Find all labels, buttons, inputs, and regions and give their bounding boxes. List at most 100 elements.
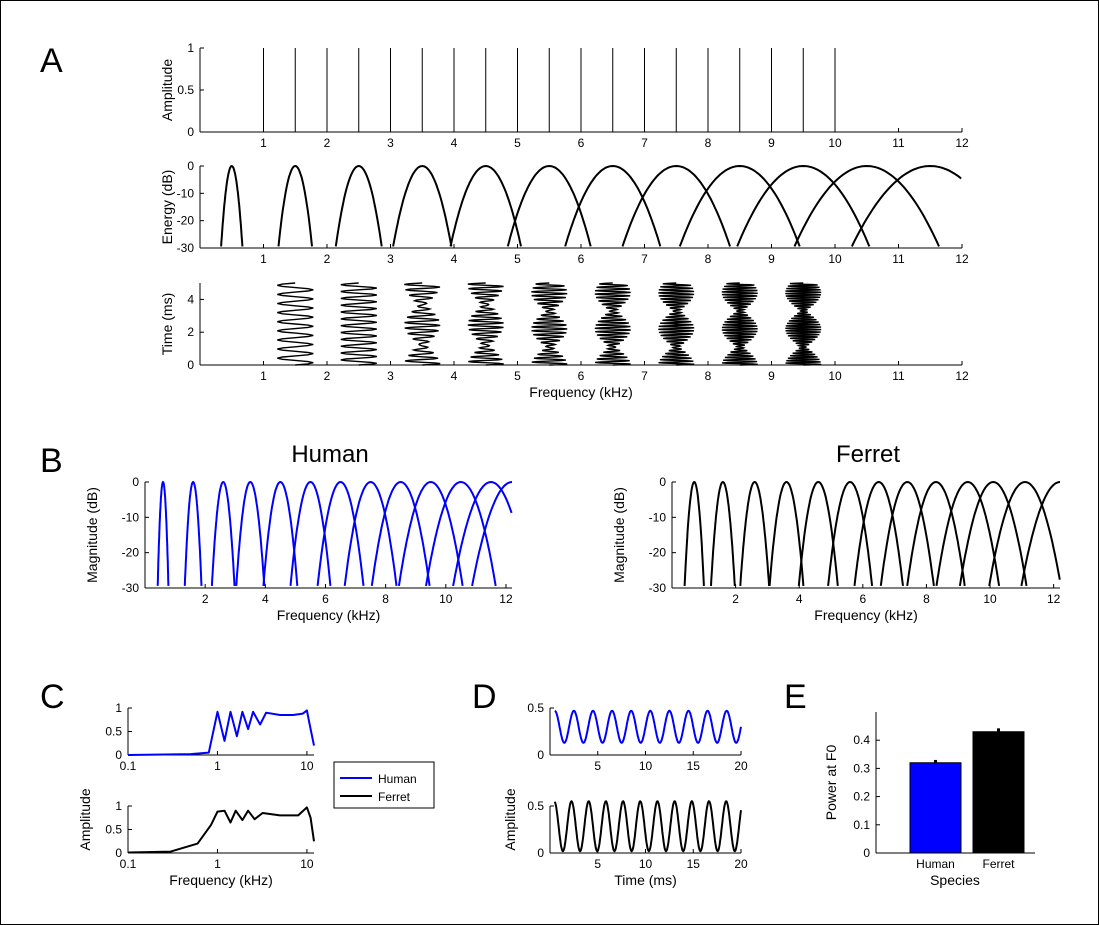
waveform <box>277 282 314 366</box>
E-ytick-label: 0.1 <box>853 818 870 832</box>
A3-xtick-label: 10 <box>828 369 842 383</box>
D-human-ytick-label: 0 <box>537 748 544 762</box>
C-ferret-ylabel: Amplitude <box>77 788 93 850</box>
filter-curve <box>220 164 244 247</box>
B-human-xtick-label: 12 <box>499 592 513 606</box>
A3-xtick-label: 12 <box>955 369 969 383</box>
B-human-ytick-label: -10 <box>122 510 140 524</box>
A1-xtick-label: 3 <box>387 136 394 150</box>
C-ferret-ytick-label: 0 <box>115 846 122 860</box>
filter-curve <box>827 480 874 587</box>
A3-ytick-label: 2 <box>187 325 194 339</box>
filter-curve <box>235 480 266 586</box>
filter-curve <box>277 164 313 247</box>
filter-curve <box>262 480 299 586</box>
A3-xtick-label: 4 <box>451 369 458 383</box>
filter-curve <box>564 164 662 247</box>
D-human-xtick-label: 10 <box>639 759 653 773</box>
A2-ytick-label: -20 <box>177 214 195 228</box>
B-human-ytick-label: -30 <box>122 581 140 595</box>
A3-xtick-label: 9 <box>768 369 775 383</box>
C-ferret-curve <box>127 806 315 854</box>
A2-xtick-label: 2 <box>324 252 331 266</box>
B-ferret-xtick-label: 2 <box>732 592 739 606</box>
B-ferret-ytick-label: -20 <box>649 546 667 560</box>
filter-curve <box>343 480 398 587</box>
filter-curve <box>334 164 383 247</box>
A3-ytick-label: 4 <box>187 292 194 306</box>
B-human-xtick-label: 10 <box>439 592 453 606</box>
A2-xtick-label: 12 <box>955 252 969 266</box>
filter-curve <box>768 480 805 586</box>
waveform <box>340 282 377 366</box>
A2-ytick-label: 0 <box>187 159 194 173</box>
filter-curve <box>853 480 904 587</box>
filter-curve <box>683 480 705 586</box>
filter-curve <box>471 481 513 587</box>
A2-xtick-label: 3 <box>387 252 394 266</box>
A1-xtick-label: 5 <box>514 136 521 150</box>
A3-ylabel: Time (ms) <box>159 293 175 355</box>
A3-xtick-label: 5 <box>514 369 521 383</box>
waveform <box>404 282 441 366</box>
filter-curve <box>879 480 935 587</box>
B-ferret-xtick-label: 6 <box>859 592 866 606</box>
A3-xlabel: Frequency (kHz) <box>529 384 632 400</box>
B-human-ylabel: Magnitude (dB) <box>84 487 100 583</box>
A3-xtick-label: 8 <box>705 369 712 383</box>
C-ferret-xtick-label: 10 <box>300 857 314 871</box>
A3-xtick-label: 3 <box>387 369 394 383</box>
C-ferret-xtick-label: 1 <box>214 857 221 871</box>
A2-ytick-label: -10 <box>177 186 195 200</box>
A1-xtick-label: 10 <box>828 136 842 150</box>
A1-xtick-label: 4 <box>451 136 458 150</box>
D-human-xtick-label: 15 <box>687 759 701 773</box>
A1-ylabel: Amplitude <box>159 59 175 121</box>
B-ferret-ytick-label: 0 <box>659 475 666 489</box>
A2-xtick-label: 9 <box>768 252 775 266</box>
A2-xtick-label: 6 <box>578 252 585 266</box>
C-ferret-xlabel: Frequency (kHz) <box>169 872 272 888</box>
D-ferret-xtick-label: 5 <box>594 857 601 871</box>
filter-curve <box>736 164 871 247</box>
D-ferret-ytick-label: 0.5 <box>527 799 544 813</box>
A3-xtick-label: 2 <box>324 369 331 383</box>
panel-letter-d: D <box>472 678 497 716</box>
B-ferret-title: Ferret <box>836 441 900 468</box>
filter-curve <box>289 480 332 586</box>
E-xlabel: Species <box>930 872 980 888</box>
filter-curve <box>210 480 236 586</box>
B-human-xtick-label: 8 <box>382 592 389 606</box>
filter-curve <box>958 480 1028 587</box>
filter-curve <box>452 480 513 587</box>
bar-human <box>909 762 962 854</box>
D-human-waveform <box>554 709 742 744</box>
A2-xtick-label: 7 <box>641 252 648 266</box>
A3-xtick-label: 11 <box>892 369 905 383</box>
B-human-xtick-label: 6 <box>322 592 329 606</box>
filter-curve <box>506 164 592 247</box>
legend-box <box>333 761 435 809</box>
filter-curve <box>183 480 203 586</box>
filter-curve <box>850 164 962 247</box>
waveform <box>467 282 504 366</box>
waveform <box>721 282 758 366</box>
D-ferret-ylabel: Amplitude <box>502 788 518 850</box>
B-human-xlabel: Frequency (kHz) <box>277 607 380 623</box>
C-human-xtick-label: 0.1 <box>120 759 137 773</box>
B-ferret-ytick-label: -30 <box>649 581 667 595</box>
E-ylabel: Power at F0 <box>823 745 839 821</box>
B-ferret-xtick-label: 8 <box>923 592 930 606</box>
B-ferret-ylabel: Magnitude (dB) <box>611 487 627 583</box>
A1-xtick-label: 11 <box>892 136 905 150</box>
bar-label-human: Human <box>916 857 955 871</box>
panel-letter-a: A <box>40 42 63 80</box>
A2-xtick-label: 11 <box>892 252 905 266</box>
panel-letter-b: B <box>40 442 63 480</box>
A2-xtick-label: 8 <box>705 252 712 266</box>
A1-xtick-label: 1 <box>260 136 267 150</box>
B-ferret-ytick-label: -10 <box>649 510 667 524</box>
B-ferret-xtick-label: 4 <box>796 592 803 606</box>
E-ytick-label: 0.4 <box>853 733 870 747</box>
